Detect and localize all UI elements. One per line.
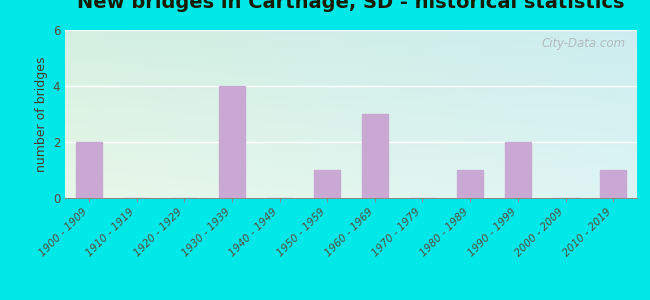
Bar bbox=[457, 170, 483, 198]
Bar bbox=[600, 170, 626, 198]
Bar bbox=[75, 142, 102, 198]
Bar bbox=[314, 170, 340, 198]
Text: City-Data.com: City-Data.com bbox=[541, 37, 625, 50]
Bar bbox=[218, 86, 245, 198]
Bar bbox=[361, 114, 388, 198]
Bar bbox=[504, 142, 531, 198]
Title: New bridges in Carthage, SD - historical statistics: New bridges in Carthage, SD - historical… bbox=[77, 0, 625, 12]
Y-axis label: number of bridges: number of bridges bbox=[36, 56, 49, 172]
